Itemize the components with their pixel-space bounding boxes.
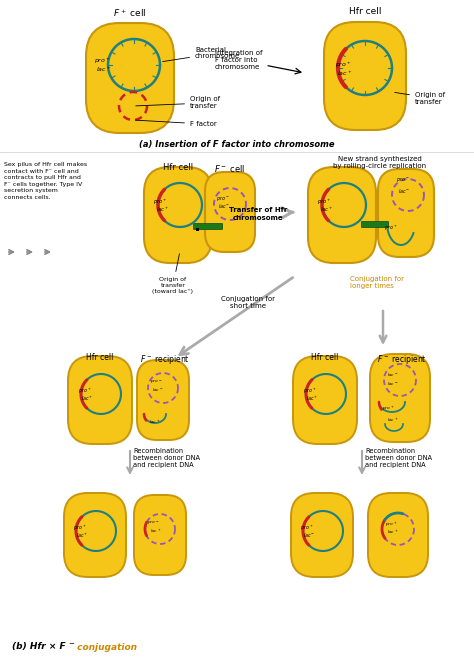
Text: $lac^-$: $lac^-$ (303, 531, 315, 539)
Text: $F^+$ cell: $F^+$ cell (113, 7, 147, 18)
FancyBboxPatch shape (308, 167, 376, 263)
Text: $pro^+$: $pro^+$ (317, 197, 331, 207)
Text: $F^-$ recipient: $F^-$ recipient (140, 353, 190, 366)
Text: Bacterial
chromosome: Bacterial chromosome (163, 47, 240, 61)
Text: $lac^-$: $lac^-$ (387, 371, 398, 378)
FancyBboxPatch shape (368, 493, 428, 577)
Text: $lac^+$: $lac^+$ (387, 416, 398, 424)
Text: $lac^+$: $lac^+$ (150, 527, 161, 534)
Text: $pro^+$: $pro^+$ (385, 520, 397, 529)
FancyBboxPatch shape (205, 172, 255, 252)
Text: $pro^+$: $pro^+$ (78, 386, 91, 396)
Text: $lac^-$: $lac^-$ (398, 187, 410, 195)
FancyBboxPatch shape (362, 221, 389, 227)
Text: $lac^-$: $lac^-$ (218, 202, 230, 210)
Text: Hfr cell: Hfr cell (163, 163, 193, 172)
Text: $pro^-$: $pro^-$ (396, 175, 410, 184)
Text: $lac^+$: $lac^+$ (337, 69, 352, 78)
Text: $pro^+$: $pro^+$ (153, 197, 167, 207)
Text: F factor: F factor (136, 120, 217, 127)
Text: $lac^+$: $lac^+$ (76, 531, 88, 540)
Text: −: − (68, 641, 74, 647)
FancyBboxPatch shape (64, 493, 126, 577)
Text: $pro^-$: $pro^-$ (150, 378, 162, 386)
FancyBboxPatch shape (193, 223, 222, 229)
Text: $pro^+$: $pro^+$ (303, 386, 317, 396)
FancyBboxPatch shape (68, 356, 132, 444)
Text: $pro^+$: $pro^+$ (73, 523, 86, 533)
FancyBboxPatch shape (293, 356, 357, 444)
Text: $lac^+$: $lac^+$ (156, 205, 169, 214)
Text: Origin of
transfer: Origin of transfer (136, 96, 220, 109)
Bar (196, 228, 199, 231)
FancyBboxPatch shape (137, 360, 189, 440)
Text: $pro^-$: $pro^-$ (147, 519, 159, 527)
Text: $F^-$ recipient: $F^-$ recipient (377, 353, 427, 366)
FancyBboxPatch shape (324, 22, 406, 130)
FancyBboxPatch shape (370, 354, 430, 442)
Text: $lac^-$: $lac^-$ (387, 380, 398, 387)
Text: $lac^+$: $lac^+$ (149, 418, 160, 426)
Text: $pro^+$: $pro^+$ (384, 223, 398, 233)
Text: $lac^-$: $lac^-$ (152, 386, 164, 393)
Text: Origin of
transfer
(toward lac⁺): Origin of transfer (toward lac⁺) (153, 254, 193, 294)
Text: $pro^+$: $pro^+$ (94, 56, 110, 66)
Text: $lac^+$: $lac^+$ (96, 65, 111, 74)
Text: $pro^+$: $pro^+$ (335, 60, 352, 70)
Text: $pro^-$: $pro^-$ (216, 194, 229, 203)
Text: $lac^+$: $lac^+$ (81, 394, 93, 403)
Text: Hfr cell: Hfr cell (349, 7, 381, 16)
Text: Integration of
F factor into
chromosome: Integration of F factor into chromosome (215, 50, 301, 74)
Text: Conjugation for
short time: Conjugation for short time (221, 296, 275, 309)
Text: $lac^+$: $lac^+$ (387, 528, 398, 536)
Text: Sex pilus of Hfr cell makes
contact with F⁻ cell and
contracts to pull Hfr and
F: Sex pilus of Hfr cell makes contact with… (4, 162, 87, 200)
Text: New strand synthesized
by rolling-circle replication: New strand synthesized by rolling-circle… (333, 156, 427, 169)
Text: Origin of
transfer: Origin of transfer (395, 92, 445, 105)
Text: (a) Insertion of F factor into chromosome: (a) Insertion of F factor into chromosom… (139, 140, 335, 149)
Text: Recombination
between donor DNA
and recipient DNA: Recombination between donor DNA and reci… (133, 448, 200, 468)
FancyBboxPatch shape (378, 169, 434, 257)
Text: $lac^+$: $lac^+$ (306, 394, 319, 403)
Text: $pro^+$: $pro^+$ (382, 404, 394, 413)
Text: conjugation: conjugation (74, 643, 137, 652)
FancyBboxPatch shape (291, 493, 353, 577)
FancyBboxPatch shape (134, 495, 186, 575)
Text: $lac^+$: $lac^+$ (320, 205, 333, 214)
Text: Transfer of Hfr
chromosome: Transfer of Hfr chromosome (229, 208, 293, 221)
FancyBboxPatch shape (144, 167, 212, 263)
FancyBboxPatch shape (86, 23, 174, 133)
Text: (b) Hfr × F: (b) Hfr × F (12, 643, 65, 652)
Text: Hfr cell: Hfr cell (86, 353, 114, 362)
Text: $F^-$ cell: $F^-$ cell (214, 163, 246, 174)
Text: Recombination
between donor DNA
and recipient DNA: Recombination between donor DNA and reci… (365, 448, 432, 468)
Text: Hfr cell: Hfr cell (311, 353, 339, 362)
Text: $pro^+$: $pro^+$ (300, 523, 313, 533)
Text: Conjugation for
longer times: Conjugation for longer times (350, 276, 404, 289)
